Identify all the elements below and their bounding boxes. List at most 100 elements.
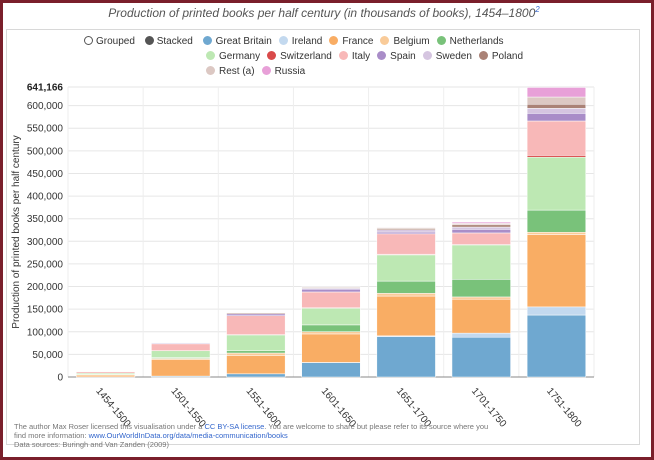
legend-row-3: Rest (a) Russia [84,66,604,81]
legend-item-rest-a[interactable]: Rest (a) [206,66,255,77]
bar-segment-france [376,295,436,337]
bar-segment-rest-a [526,96,586,105]
bar-segment-spain [451,229,511,234]
legend-swatch-icon [206,66,215,75]
legend-item-ireland[interactable]: Ireland [278,36,322,47]
source-line2-pre: find more information: [14,431,89,440]
bar-segment-germany [151,350,211,358]
bar-segment-spain [301,289,361,293]
legend-label: Sweden [435,51,472,62]
legend-item-germany[interactable]: Germany [206,51,260,62]
legend-item-italy[interactable]: Italy [338,51,370,62]
legend-item-poland[interactable]: Poland [478,51,524,62]
bar-segment-germany [226,334,286,352]
bar-segment-italy [151,343,211,351]
bar-segment-russia [451,221,511,224]
grouped-mode-label: Grouped [96,36,135,47]
bar-segment-belgium [376,293,436,297]
bar-segment-belgium [226,352,286,356]
bar-segment-sweden [376,229,436,233]
bar-segment-sweden [526,108,586,114]
legend-swatch-icon [478,51,488,60]
legend-label: Spain [390,51,416,62]
legend-swatch-icon [267,51,277,60]
legend-swatch-icon [329,36,339,45]
bar-segment-great-britain [226,373,286,378]
y-tick-label: 500,000 [27,146,64,157]
legend-label: Russia [274,66,306,77]
stacked-mode-radio[interactable]: Stacked [144,36,193,47]
bar-segment-germany [526,156,586,211]
license-link[interactable]: CC BY-SA license [204,422,265,431]
bar-segment-netherlands [301,324,361,332]
y-tick-label: 400,000 [27,192,64,203]
bar-segment-italy [301,291,361,309]
legend-row-2: Germany Switzerland Italy Spain Sweden Poland [84,51,604,66]
legend-label: Netherlands [449,36,504,47]
y-tick-label: 450,000 [27,169,64,180]
bar-segment-france [76,374,136,378]
stacked-mode-label: Stacked [156,36,193,47]
grouped-mode-radio[interactable]: Grouped [84,36,135,47]
bar-segment-netherlands [226,350,286,354]
bar-segment-ireland [526,306,586,316]
legend-item-belgium[interactable]: Belgium [380,36,430,47]
legend-item-spain[interactable]: Spain [377,51,416,62]
legend-item-france[interactable]: France [329,36,373,47]
y-tick-label: 150,000 [27,305,64,316]
bar-segment-germany [301,307,361,326]
chart-title: Production of printed books per half cen… [0,5,648,20]
title-footnote-link[interactable]: 2 [535,5,540,14]
y-tick-label: 350,000 [27,214,64,225]
legend-swatch-icon [380,36,390,45]
legend-swatch-icon [377,51,387,60]
legend: Grouped Stacked Great Britain Ireland Fran… [84,36,604,81]
y-tick-label: 300,000 [27,237,64,248]
legend-swatch-icon [278,36,288,45]
info-link[interactable]: www.OurWorldInData.org/data/media-commun… [88,431,288,440]
bar-segment-netherlands [376,280,436,294]
bar-segment-great-britain [451,336,511,378]
legend-swatch-icon [261,66,271,75]
bar-segment-france [301,333,361,363]
legend-label: Belgium [393,36,430,47]
bar-segment-france [151,359,211,377]
legend-item-great-britain[interactable]: Great Britain [202,36,272,47]
legend-label: Rest (a) [219,66,255,77]
bar-segment-ireland [451,332,511,338]
y-tick-label: 0 [57,373,63,384]
bar-segment-sweden [451,226,511,230]
bar-segment-france [526,234,586,308]
legend-swatch-icon [338,51,348,60]
y-tick-label: 550,000 [27,124,64,135]
bar-segment-poland [526,104,586,109]
legend-label: Poland [491,51,524,62]
source-line1-post: . You are welcome to share but please re… [264,422,489,431]
bar-segment-france [451,298,511,334]
bar-segment-russia [526,87,586,98]
legend-item-sweden[interactable]: Sweden [422,51,472,62]
data-sources: Data sources: Buringh and Van Zanden (20… [14,440,169,449]
legend-swatch-icon [202,36,212,45]
legend-swatch-icon [206,51,215,60]
logo-icon [18,40,38,54]
legend-item-russia[interactable]: Russia [261,66,306,77]
bar-segment-france [226,355,286,375]
bar-segment-great-britain [301,362,361,378]
bar-segment-italy [526,120,586,156]
bar-segment-germany [376,254,436,282]
y-tick-label: 50,000 [32,350,63,361]
bar-segment-great-britain [526,314,586,378]
y-tick-label: 100,000 [27,327,64,338]
bar-segment-italy [451,232,511,245]
legend-label: France [342,36,374,47]
legend-swatch-icon [422,51,432,60]
legend-item-netherlands[interactable]: Netherlands [436,36,504,47]
y-tick-label: 250,000 [27,259,64,270]
bar-segment-switzerland [526,155,586,158]
chart-title-text: Production of printed books per half cen… [108,6,536,20]
legend-swatch-icon [436,36,446,45]
source-note: The author Max Roser licensed this visua… [14,422,624,449]
legend-item-switzerland[interactable]: Switzerland [267,51,332,62]
